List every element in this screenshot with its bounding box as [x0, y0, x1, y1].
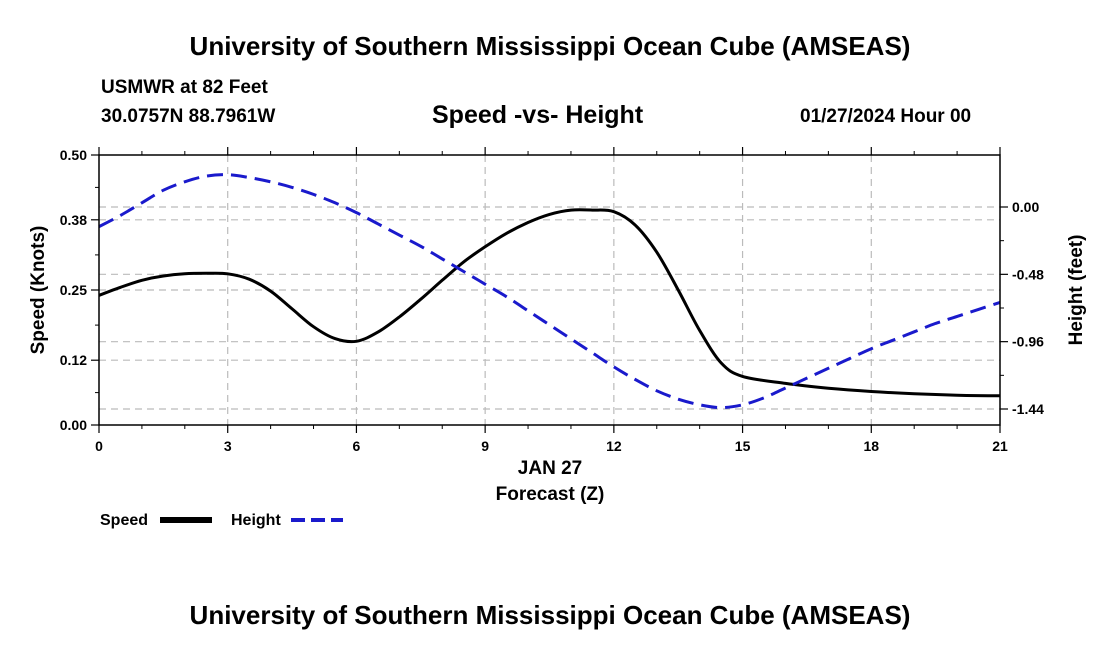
y-right-tick-label: -0.48	[1012, 266, 1044, 282]
chart-header-title: University of Southern Mississippi Ocean…	[189, 31, 911, 61]
chart-footer-title: University of Southern Mississippi Ocean…	[189, 600, 911, 630]
x-tick-label: 15	[735, 438, 751, 454]
x-tick-label: 3	[224, 438, 232, 454]
legend-height-label: Height	[231, 512, 281, 529]
x-tick-label: 12	[606, 438, 622, 454]
legend: Speed Height	[100, 512, 343, 529]
x-tick-label: 9	[481, 438, 489, 454]
x-tick-label: 0	[95, 438, 103, 454]
x-tick-label: 21	[992, 438, 1008, 454]
x-axis-date-label: JAN 27	[518, 458, 582, 479]
chart-subtitle: Speed -vs- Height	[432, 101, 644, 129]
y-axis-right-label: Height (feet)	[1066, 235, 1087, 346]
y-left-tick-label: 0.50	[60, 147, 87, 163]
y-left-tick-label: 0.00	[60, 417, 87, 433]
x-tick-label: 6	[353, 438, 361, 454]
speed-line	[98, 208, 1001, 398]
y-left-tick-label: 0.38	[60, 212, 87, 228]
y-axis-left-label: Speed (Knots)	[28, 226, 49, 355]
forecast-datetime: 01/27/2024 Hour 00	[800, 106, 972, 127]
station-label: USMWR at 82 Feet	[101, 77, 268, 98]
coordinates-label: 30.0757N 88.7961W	[101, 106, 276, 127]
y-right-tick-label: -0.96	[1012, 334, 1044, 350]
legend-speed-label: Speed	[100, 512, 148, 529]
y-left-tick-label: 0.25	[60, 282, 87, 298]
x-tick-label: 18	[863, 438, 879, 454]
grid-lines	[99, 155, 1000, 425]
series-lines	[98, 173, 1001, 410]
x-axis-label: Forecast (Z)	[496, 484, 605, 505]
y-right-tick-label: 0.00	[1012, 199, 1039, 215]
y-right-tick-label: -1.44	[1012, 401, 1044, 417]
axis-ticks	[91, 147, 1008, 433]
tick-labels: 0 3 6 9 12 15 18 21 0.00 0.12 0.25 0.38 0.50 0.00 -0.4…	[60, 147, 1044, 454]
height-line	[98, 173, 1001, 410]
y-left-tick-label: 0.12	[60, 352, 87, 368]
